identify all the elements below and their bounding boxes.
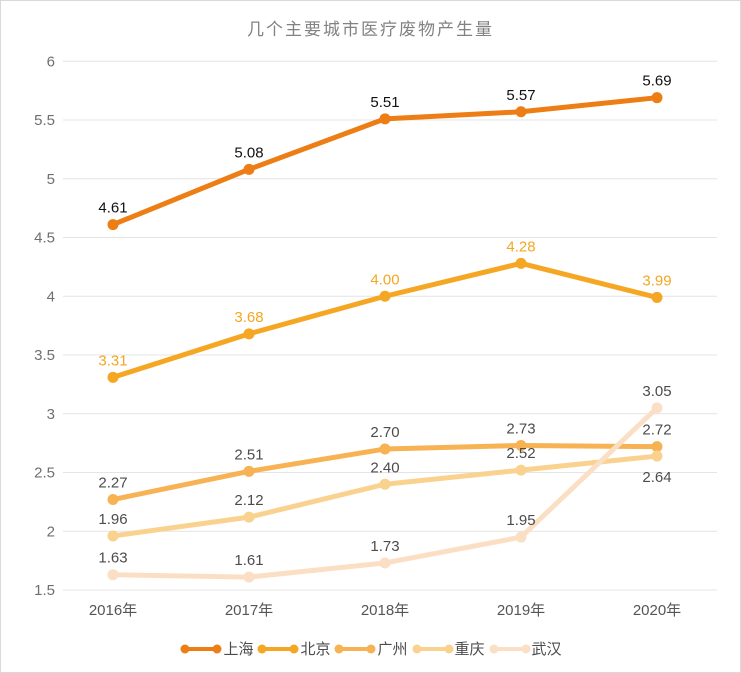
data-point-shanghai-1[interactable]	[107, 219, 119, 231]
data-point-beijing-4[interactable]	[515, 257, 527, 269]
legend-item-guangzhou[interactable]: 广州	[333, 638, 408, 659]
y-axis-tick-label: 1.5	[34, 582, 55, 599]
value-label-guangzhou: 2.72	[642, 422, 671, 439]
value-label-shanghai: 4.61	[98, 200, 127, 217]
legend-label-wuhan: 武汉	[531, 641, 562, 658]
value-label-beijing: 3.99	[642, 272, 671, 289]
legend-line-marker-icon	[180, 644, 222, 653]
value-label-shanghai: 5.69	[642, 73, 671, 90]
y-axis-tick-label: 3.5	[34, 347, 55, 364]
value-label-wuhan: 3.05	[642, 383, 671, 400]
value-label-chongqing: 2.40	[370, 459, 399, 476]
data-point-shanghai-3[interactable]	[379, 113, 391, 125]
chart-title: 几个主要城市医疗废物产生量	[247, 20, 494, 39]
value-label-chongqing: 1.96	[98, 511, 127, 528]
value-label-chongqing: 2.12	[234, 492, 263, 509]
y-axis-tick-label: 6	[47, 53, 55, 70]
data-point-wuhan-1[interactable]	[107, 569, 119, 581]
value-label-beijing: 4.00	[370, 271, 399, 288]
y-axis-tick-label: 4	[47, 288, 55, 305]
data-point-chongqing-5[interactable]	[651, 450, 663, 462]
value-label-chongqing: 2.64	[642, 469, 671, 486]
data-point-wuhan-5[interactable]	[651, 402, 663, 414]
y-axis-tick-label: 4.5	[34, 230, 55, 247]
legend-label-chongqing: 重庆	[454, 641, 485, 658]
data-point-guangzhou-2[interactable]	[243, 465, 255, 477]
value-label-wuhan: 1.95	[506, 512, 535, 529]
legend-item-chongqing[interactable]: 重庆	[411, 638, 485, 659]
data-point-beijing-5[interactable]	[651, 291, 663, 303]
data-point-shanghai-2[interactable]	[243, 163, 255, 175]
value-label-beijing: 4.28	[506, 238, 535, 255]
value-label-shanghai: 5.57	[506, 87, 535, 104]
value-label-wuhan: 1.61	[234, 552, 263, 569]
y-axis-tick-label: 3	[47, 406, 55, 423]
y-axis-tick-label: 5.5	[34, 112, 55, 129]
legend-line-marker-icon	[334, 644, 376, 653]
x-axis-category-label: 2019年	[497, 602, 545, 619]
legend-label-beijing: 北京	[300, 641, 331, 658]
value-label-beijing: 3.31	[98, 352, 127, 369]
y-axis-tick-label: 2	[47, 523, 55, 540]
data-point-guangzhou-5[interactable]	[651, 441, 663, 453]
data-point-beijing-3[interactable]	[379, 290, 391, 302]
legend-line-marker-icon	[412, 644, 453, 653]
legend-label-guangzhou: 广州	[377, 641, 408, 658]
x-axis-category-label: 2018年	[361, 602, 409, 619]
legend-item-wuhan[interactable]: 武汉	[488, 638, 562, 659]
data-point-wuhan-4[interactable]	[515, 531, 527, 543]
legend-line-marker-icon	[257, 644, 299, 653]
data-point-guangzhou-3[interactable]	[379, 443, 391, 455]
data-point-guangzhou-1[interactable]	[107, 494, 119, 506]
legend-label-shanghai: 上海	[223, 641, 254, 658]
x-axis-category-label: 2020年	[633, 602, 681, 619]
data-point-chongqing-2[interactable]	[243, 511, 255, 523]
data-point-wuhan-3[interactable]	[379, 557, 391, 569]
value-label-chongqing: 2.52	[506, 445, 535, 462]
data-point-wuhan-2[interactable]	[243, 571, 255, 583]
x-axis-category-label: 2017年	[225, 602, 273, 619]
value-label-guangzhou: 2.27	[98, 475, 127, 492]
data-point-shanghai-4[interactable]	[515, 106, 527, 118]
y-axis-tick-label: 5	[47, 171, 55, 188]
data-point-beijing-2[interactable]	[243, 328, 255, 340]
data-point-chongqing-4[interactable]	[515, 464, 527, 476]
value-label-shanghai: 5.08	[234, 144, 263, 161]
legend-item-shanghai[interactable]: 上海	[179, 638, 253, 659]
value-label-guangzhou: 2.73	[506, 420, 535, 437]
data-point-shanghai-5[interactable]	[651, 92, 663, 104]
data-point-beijing-1[interactable]	[107, 371, 119, 383]
chart-legend: 上海 北京 广州 重庆 武汉	[1, 638, 740, 659]
data-point-chongqing-1[interactable]	[107, 530, 119, 542]
value-label-beijing: 3.68	[234, 309, 263, 326]
line-chart-plot: 1.5 2 2.5 3 3.5 4 4.5 5 5.5 6 2016年 2017年 2018年 2019年…	[34, 53, 717, 619]
x-axis-category-label: 2016年	[89, 602, 137, 619]
legend-item-beijing[interactable]: 北京	[256, 638, 330, 659]
y-axis-tick-label: 2.5	[34, 465, 55, 482]
value-label-wuhan: 1.73	[370, 538, 399, 555]
data-point-guangzhou-4[interactable]	[515, 439, 527, 451]
value-label-shanghai: 5.51	[370, 94, 399, 111]
value-label-guangzhou: 2.70	[370, 424, 399, 441]
value-label-wuhan: 1.63	[98, 550, 127, 567]
value-label-guangzhou: 2.51	[234, 446, 263, 463]
legend-line-marker-icon	[489, 644, 531, 653]
data-point-chongqing-3[interactable]	[379, 478, 391, 490]
